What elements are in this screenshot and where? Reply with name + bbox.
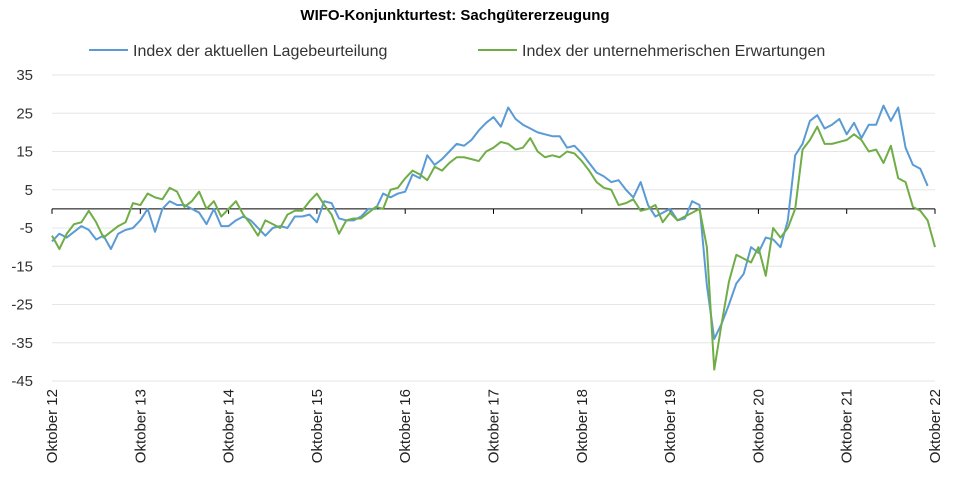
series-line-erwartungen bbox=[51, 125, 936, 371]
series-lines bbox=[51, 104, 936, 371]
gridlines bbox=[52, 74, 935, 382]
legend: Index der aktuellen Lagebeurteilung Inde… bbox=[89, 43, 825, 60]
y-tick-label: -25 bbox=[11, 297, 33, 314]
x-tick-label: Oktober 17 bbox=[486, 389, 503, 463]
y-tick-label: 15 bbox=[16, 144, 33, 161]
y-axis: 35 25 15 5 -5 -15 -25 -35 -45 bbox=[11, 67, 33, 390]
chart-title: WIFO-Konjunkturtest: Sachgütererzeugung bbox=[300, 7, 609, 24]
y-tick-label: 5 bbox=[25, 182, 33, 199]
x-tick-label: Oktober 12 bbox=[44, 389, 61, 463]
y-tick-label: -15 bbox=[11, 258, 33, 275]
y-tick-label: -35 bbox=[11, 335, 33, 352]
x-tick-label: Oktober 20 bbox=[750, 389, 767, 463]
legend-label-lage: Index der aktuellen Lagebeurteilung bbox=[133, 43, 387, 60]
series-line-lagebeurteilung bbox=[51, 104, 929, 340]
legend-label-erwartungen: Index der unternehmerischen Erwartungen bbox=[522, 43, 825, 60]
y-tick-label: -5 bbox=[20, 220, 33, 237]
x-axis: Oktober 12 Oktober 13 Oktober 14 Oktober 15… bbox=[44, 208, 944, 463]
x-tick-label: Oktober 13 bbox=[132, 389, 149, 463]
y-tick-label: 35 bbox=[16, 67, 33, 84]
x-tick-label: Oktober 22 bbox=[927, 389, 944, 463]
x-tick-label: Oktober 14 bbox=[221, 389, 238, 463]
y-tick-label: -45 bbox=[11, 373, 33, 390]
x-tick-label: Oktober 16 bbox=[397, 389, 414, 463]
x-tick-label: Oktober 21 bbox=[839, 389, 856, 463]
x-tick-label: Oktober 15 bbox=[309, 389, 326, 463]
y-tick-label: 25 bbox=[16, 105, 33, 122]
x-tick-label: Oktober 19 bbox=[662, 389, 679, 463]
x-tick-label: Oktober 18 bbox=[574, 389, 591, 463]
